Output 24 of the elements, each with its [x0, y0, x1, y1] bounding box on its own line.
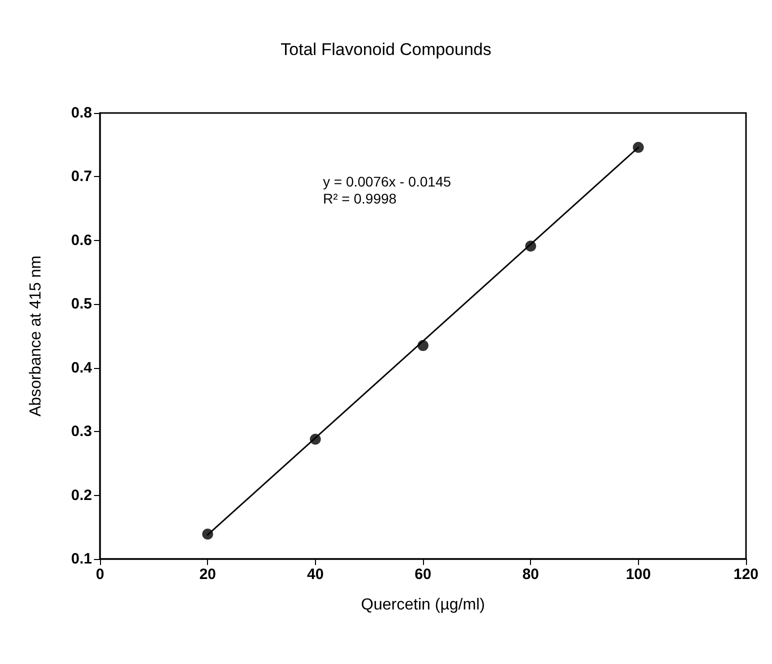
- y-tick-label: 0.6: [71, 232, 92, 249]
- point: [525, 240, 536, 252]
- x-tick-label: 0: [96, 566, 104, 583]
- point: [202, 528, 214, 540]
- x-tick-label: 40: [306, 566, 324, 583]
- x-tick-label: 120: [733, 566, 759, 583]
- y-tick-label: 0.2: [71, 486, 92, 504]
- y-tick-label: 0.5: [71, 296, 92, 313]
- y-tick-label: 0.7: [71, 168, 92, 186]
- x-tick-label: 100: [626, 566, 651, 583]
- y-axis-title: Absorbance at 415 nm: [28, 256, 44, 416]
- y-tick-label: 0.1: [71, 550, 92, 568]
- x-tick-label: 80: [522, 566, 540, 583]
- point: [418, 340, 428, 352]
- chart-title: Total Flavonoid Compounds: [280, 40, 492, 59]
- annotation: y = 0.0076x - 0.0145 R² = 0.9998: [323, 174, 452, 206]
- x-tick-label: 20: [199, 566, 216, 583]
- y-tick-label: 0.4: [71, 359, 93, 376]
- y-tick-label: 0.3: [71, 423, 92, 440]
- point: [632, 142, 644, 153]
- x-axis-title: Quercetin (µg/ml): [361, 596, 485, 614]
- y-tick-label: 0.8: [71, 104, 92, 122]
- x-tick-label: 60: [414, 566, 432, 583]
- point: [310, 434, 321, 445]
